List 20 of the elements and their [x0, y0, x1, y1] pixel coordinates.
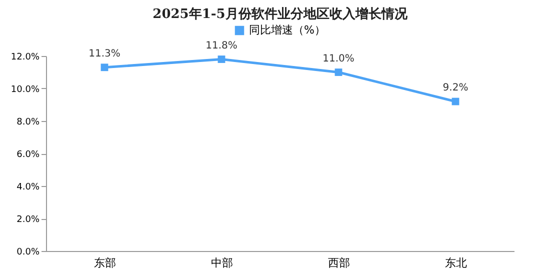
y-tick-label: 0.0% — [16, 248, 40, 258]
chart-title: 2025年1-5月份软件业分地区收入增长情况 — [152, 6, 408, 22]
y-tick-label: 4.0% — [16, 182, 40, 192]
y-tick-label: 12.0% — [10, 52, 40, 62]
data-label: 11.3% — [88, 48, 120, 60]
y-tick-label: 2.0% — [16, 215, 40, 225]
y-tick-label: 8.0% — [16, 118, 40, 128]
data-label: 11.0% — [322, 53, 354, 64]
data-label: 11.8% — [206, 40, 238, 52]
x-tick-label: 西部 — [328, 256, 350, 270]
x-tick-label: 东北 — [445, 256, 467, 270]
point — [334, 68, 342, 76]
y-tick-label: 10.0% — [10, 85, 40, 95]
x-tick-label: 中部 — [211, 256, 233, 270]
point — [100, 64, 108, 72]
data-label: 9.2% — [442, 82, 468, 94]
y-tick-label: 6.0% — [16, 150, 40, 160]
point — [218, 56, 226, 63]
x-tick-label: 东部 — [94, 256, 116, 270]
legend-label: 同比增速（%） — [249, 24, 326, 36]
